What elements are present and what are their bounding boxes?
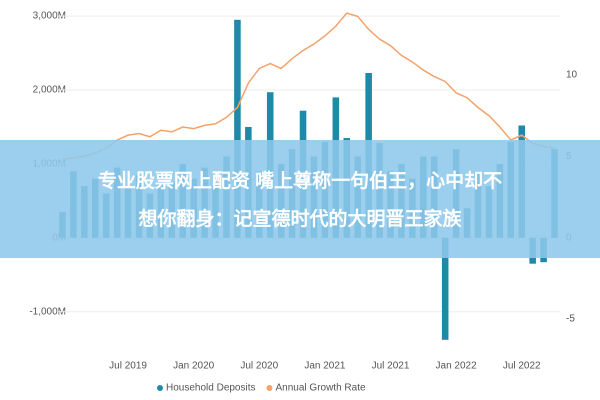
y-tick-label: 2,000M: [33, 85, 66, 96]
x-tick-label: Jul 2019: [109, 361, 147, 372]
x-tick-label: Jan 2021: [304, 361, 346, 372]
legend-label: Household Deposits: [166, 383, 256, 394]
banner-line: 专业股票网上配资 嘴上尊称一句伯王，心中却不: [98, 169, 502, 192]
y2-tick-label: -5: [566, 314, 575, 325]
legend-swatch: [266, 385, 273, 391]
x-tick-label: Jul 2020: [240, 361, 278, 372]
x-tick-label: Jan 2020: [173, 361, 215, 372]
y-tick-label: 3,000M: [33, 11, 66, 22]
bar: [441, 237, 449, 340]
banner-band: [0, 140, 600, 258]
x-tick-label: Jan 2022: [436, 361, 478, 372]
legend-swatch: [157, 385, 163, 391]
y2-tick-label: 10: [566, 70, 578, 81]
bar: [234, 19, 241, 238]
x-tick-label: Jul 2022: [503, 361, 541, 372]
x-tick-label: Jul 2021: [372, 361, 410, 372]
banner-line: 想你翻身：记宣德时代的大明晋王家族: [138, 207, 462, 230]
y-tick-label: -1,000M: [29, 306, 66, 317]
legend-label: Annual Growth Rate: [276, 383, 366, 394]
line: [62, 12, 555, 161]
